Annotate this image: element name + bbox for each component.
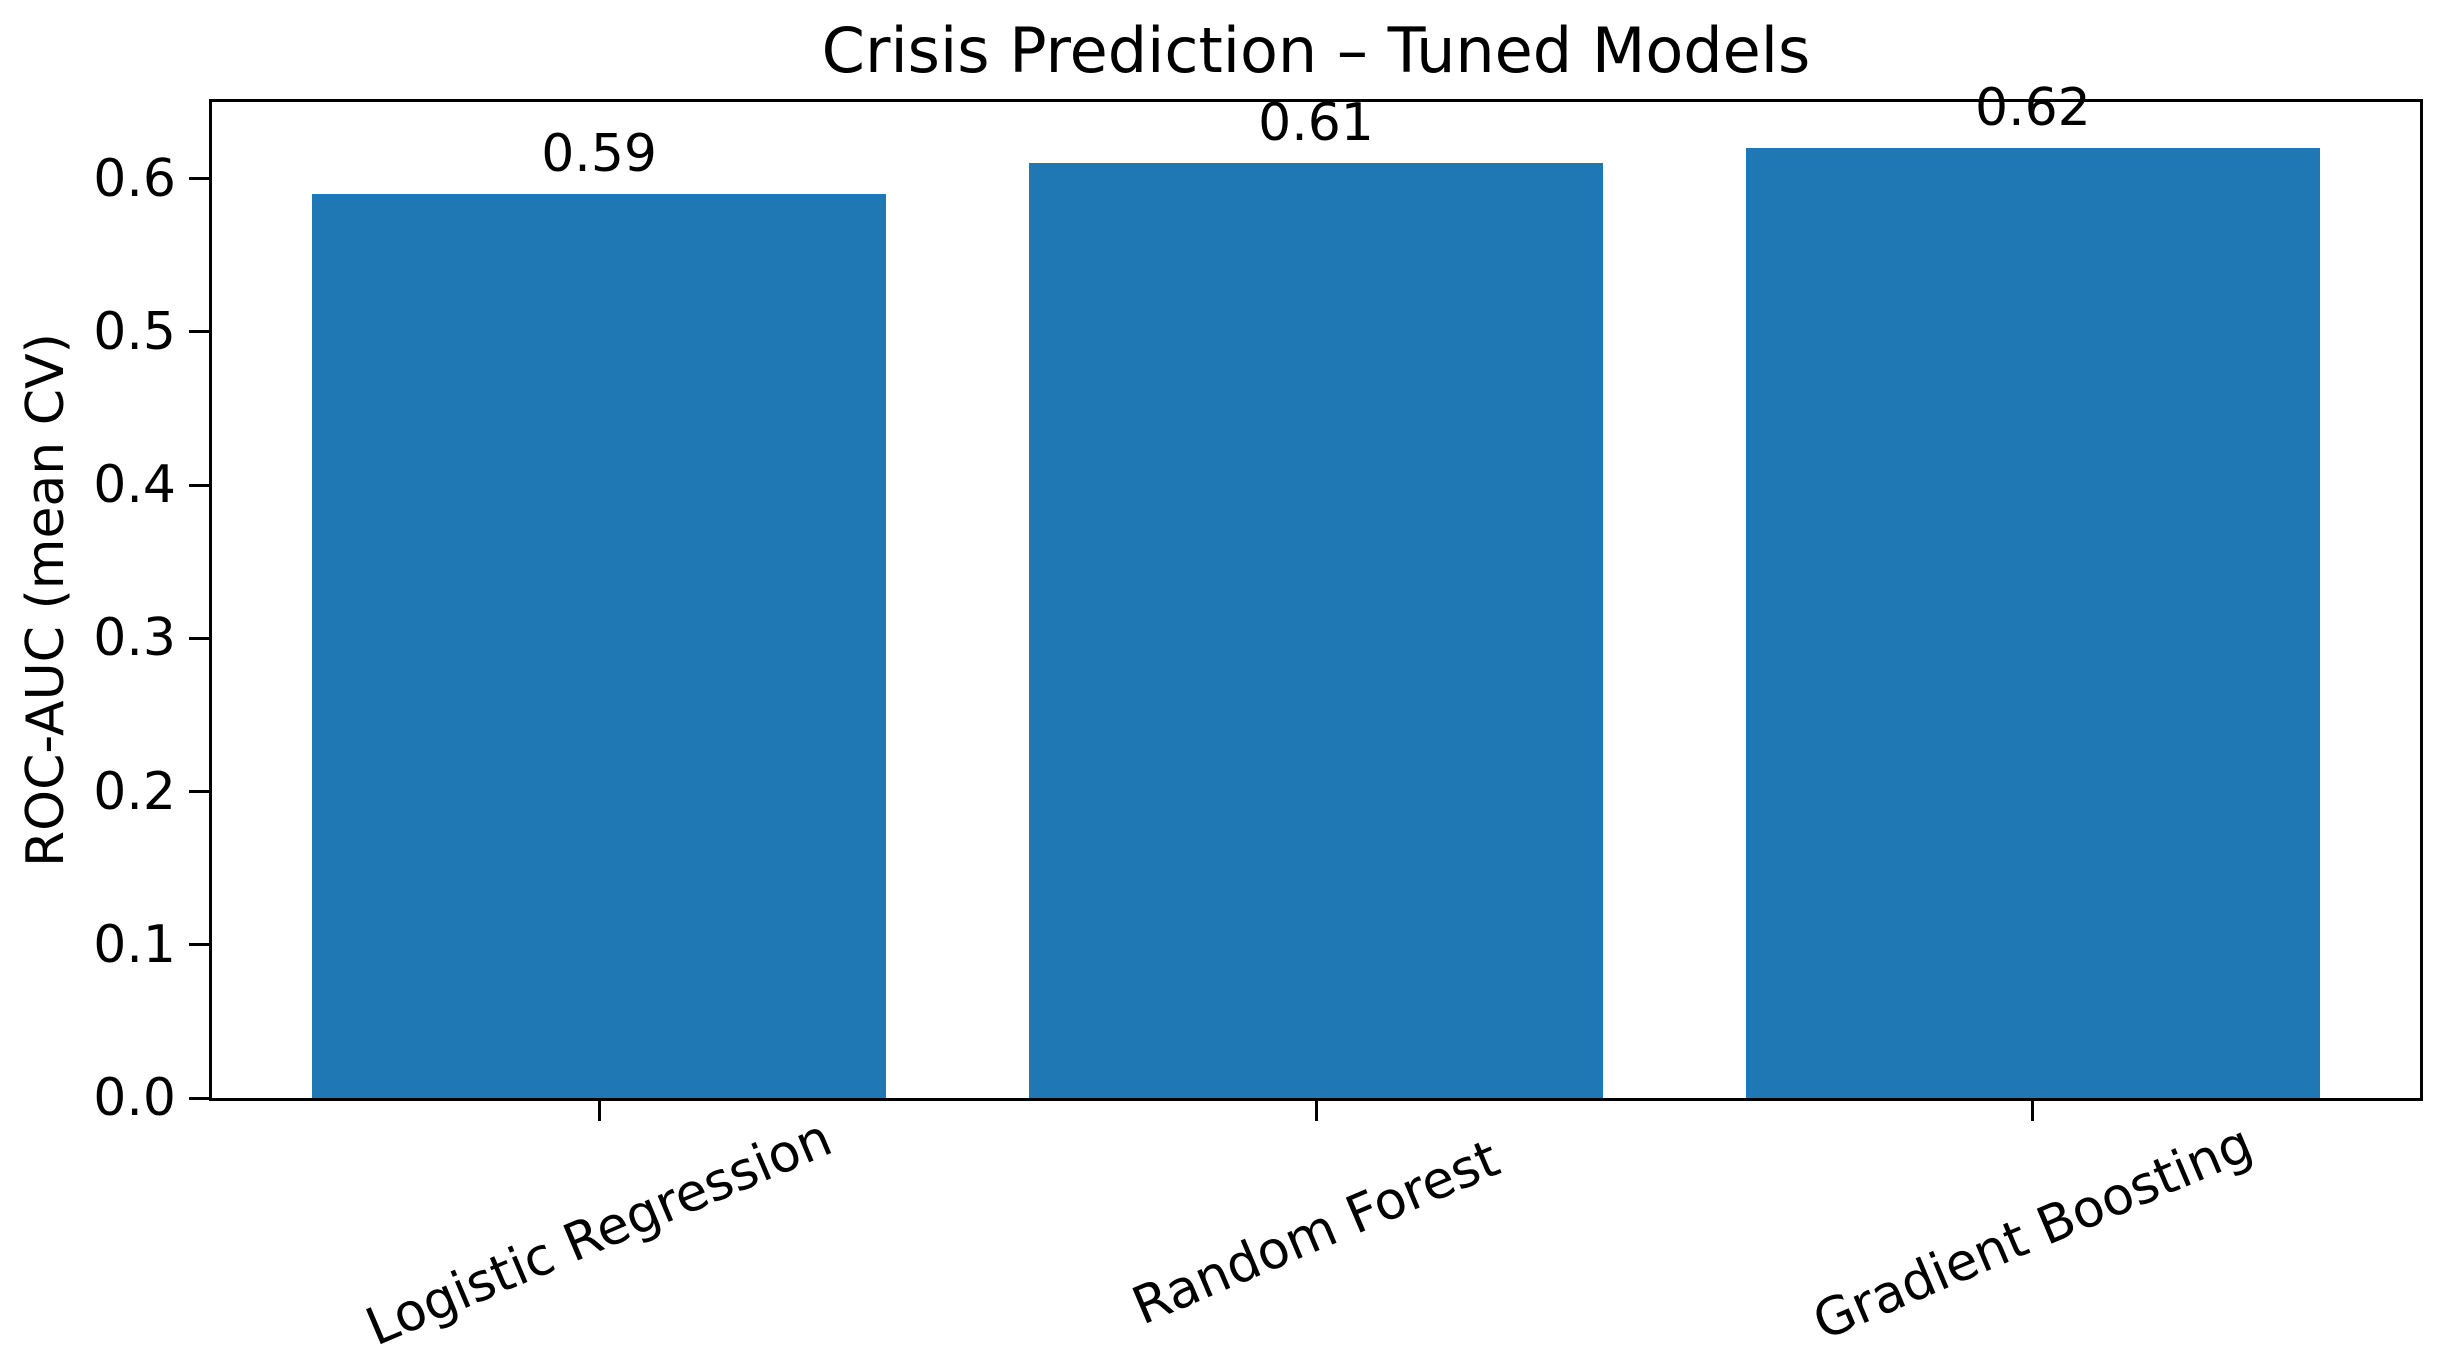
x-tick-mark <box>597 1101 601 1121</box>
y-tick-mark <box>189 1096 209 1100</box>
bar-value-label: 0.62 <box>1974 77 2091 138</box>
x-tick-mark <box>2031 1101 2035 1121</box>
y-tick-mark <box>189 483 209 487</box>
y-tick-label: 0.4 <box>93 455 176 516</box>
bar <box>1029 163 1603 1098</box>
bar <box>312 193 886 1098</box>
y-tick-mark <box>189 636 209 640</box>
x-tick-label: Gradient Boosting <box>1804 1113 2261 1353</box>
x-tick-mark <box>1314 1101 1318 1121</box>
y-tick-label: 0.5 <box>93 301 176 362</box>
plot-area: 0.59 0.61 0.62 <box>209 78 2423 1101</box>
y-tick-label: 0.0 <box>93 1068 176 1128</box>
bar-value-label: 0.61 <box>1258 93 1374 154</box>
y-tick-mark <box>189 330 209 334</box>
x-tick-label: Random Forest <box>1124 1128 1508 1338</box>
y-tick-mark <box>189 177 209 181</box>
y-tick-label: 0.2 <box>93 761 176 822</box>
y-tick-label: 0.6 <box>93 148 176 209</box>
chart-title: Crisis Prediction – Tuned Models <box>821 14 1811 87</box>
y-tick-label: 0.3 <box>93 608 176 669</box>
bar-value-label: 0.59 <box>541 123 657 184</box>
bar <box>1746 147 2320 1098</box>
x-tick-label: Logistic Regression <box>357 1107 841 1354</box>
y-tick-mark <box>189 943 209 947</box>
y-tick-mark <box>189 790 209 794</box>
y-tick-label: 0.1 <box>93 914 176 975</box>
